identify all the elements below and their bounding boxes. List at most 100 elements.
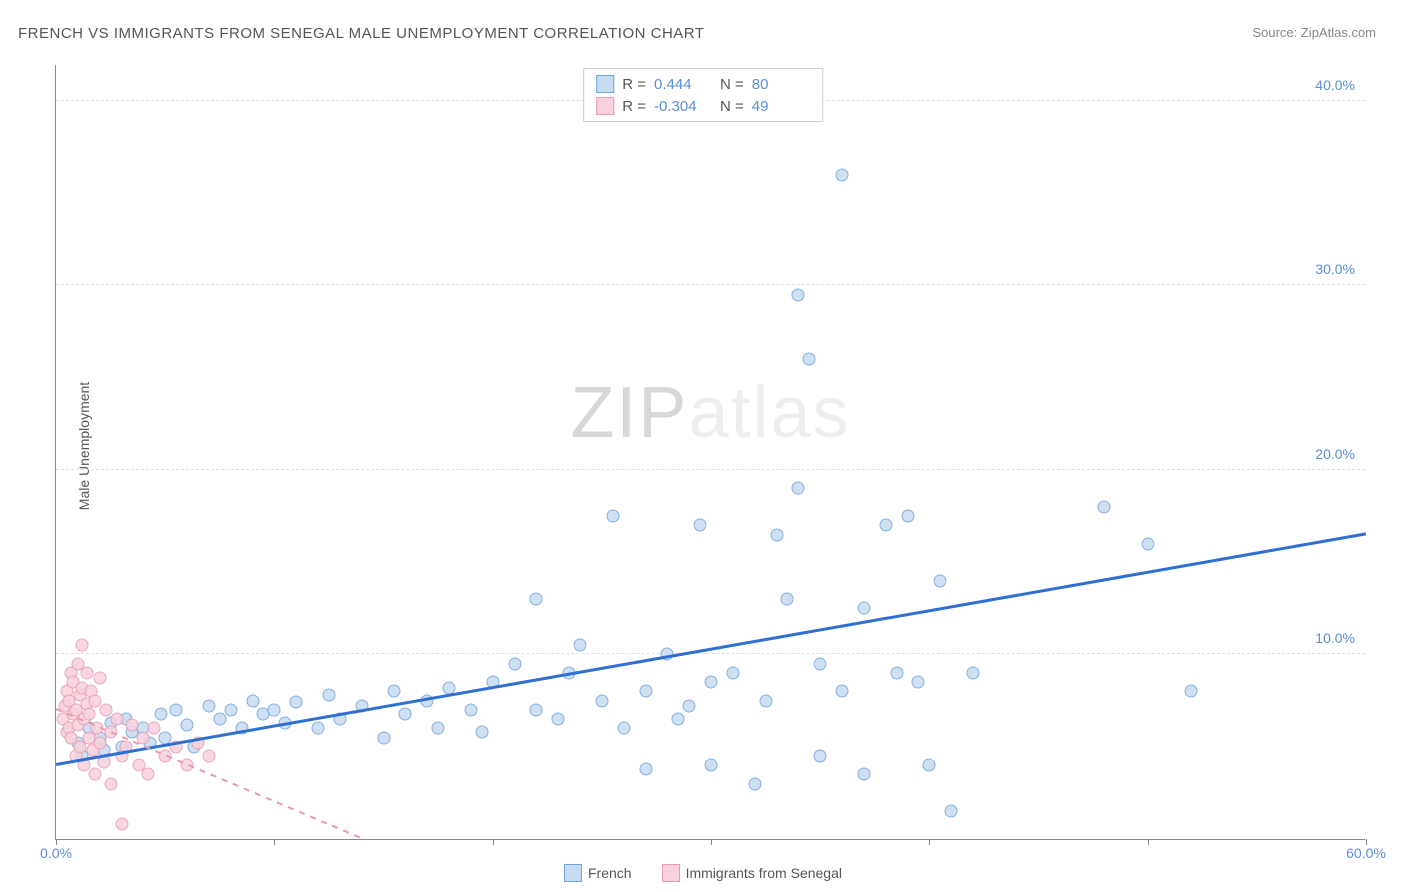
legend-swatch-french: [596, 75, 614, 93]
scatter-point: [530, 593, 543, 606]
scatter-point: [672, 713, 685, 726]
scatter-point: [76, 639, 89, 652]
scatter-point: [1185, 685, 1198, 698]
scatter-point: [202, 700, 215, 713]
scatter-point: [224, 703, 237, 716]
legend-item-senegal: Immigrants from Senegal: [662, 864, 842, 882]
x-tick: [1148, 839, 1149, 845]
legend-swatch-icon: [564, 864, 582, 882]
scatter-point: [464, 703, 477, 716]
scatter-point: [312, 722, 325, 735]
scatter-point: [1141, 537, 1154, 550]
r-value-french: 0.444: [654, 76, 712, 93]
scatter-point: [792, 288, 805, 301]
x-tick: [711, 839, 712, 845]
scatter-point: [399, 707, 412, 720]
scatter-point: [181, 718, 194, 731]
scatter-point: [879, 519, 892, 532]
gridline: [56, 469, 1365, 470]
scatter-point: [792, 482, 805, 495]
plot-area: ZIPatlas 10.0%20.0%30.0%40.0%0.0%60.0%: [55, 65, 1365, 840]
legend-row-french: R = 0.444 N = 80: [596, 73, 810, 95]
scatter-point: [770, 528, 783, 541]
scatter-point: [89, 768, 102, 781]
trend-line: [56, 532, 1366, 765]
chart-title: FRENCH VS IMMIGRANTS FROM SENEGAL MALE U…: [18, 25, 705, 42]
scatter-point: [945, 805, 958, 818]
scatter-point: [639, 685, 652, 698]
n-value-french: 80: [752, 76, 810, 93]
scatter-point: [574, 639, 587, 652]
scatter-point: [1098, 500, 1111, 513]
scatter-point: [912, 676, 925, 689]
scatter-point: [857, 768, 870, 781]
scatter-point: [213, 713, 226, 726]
scatter-point: [923, 759, 936, 772]
scatter-point: [694, 519, 707, 532]
scatter-point: [80, 666, 93, 679]
scatter-point: [322, 689, 335, 702]
scatter-point: [388, 685, 401, 698]
scatter-point: [705, 676, 718, 689]
scatter-point: [268, 703, 281, 716]
n-value-senegal: 49: [752, 98, 810, 115]
y-tick-label: 10.0%: [1315, 630, 1355, 646]
scatter-point: [115, 818, 128, 831]
x-tick: [929, 839, 930, 845]
x-tick: [274, 839, 275, 845]
x-tick-label: 60.0%: [1346, 845, 1386, 861]
scatter-point: [508, 657, 521, 670]
scatter-point: [803, 353, 816, 366]
chart-source: Source: ZipAtlas.com: [1252, 25, 1376, 40]
watermark-zip: ZIP: [570, 373, 688, 453]
scatter-point: [432, 722, 445, 735]
scatter-point: [748, 777, 761, 790]
watermark-atlas: atlas: [688, 373, 850, 453]
n-label: N =: [720, 98, 744, 115]
scatter-point: [141, 768, 154, 781]
gridline: [56, 653, 1365, 654]
legend-swatch-icon: [662, 864, 680, 882]
scatter-point: [148, 722, 161, 735]
legend-row-senegal: R = -0.304 N = 49: [596, 95, 810, 117]
scatter-point: [377, 731, 390, 744]
x-tick: [493, 839, 494, 845]
legend-correlation: R = 0.444 N = 80 R = -0.304 N = 49: [583, 68, 823, 122]
scatter-point: [759, 694, 772, 707]
r-value-senegal: -0.304: [654, 98, 712, 115]
scatter-point: [639, 762, 652, 775]
r-label: R =: [622, 98, 646, 115]
scatter-point: [814, 657, 827, 670]
scatter-point: [246, 694, 259, 707]
scatter-point: [967, 666, 980, 679]
scatter-point: [836, 168, 849, 181]
scatter-point: [93, 737, 106, 750]
scatter-point: [617, 722, 630, 735]
watermark: ZIPatlas: [570, 372, 850, 454]
scatter-point: [93, 672, 106, 685]
scatter-point: [781, 593, 794, 606]
scatter-point: [475, 725, 488, 738]
scatter-point: [154, 707, 167, 720]
scatter-point: [82, 707, 95, 720]
scatter-point: [934, 574, 947, 587]
y-tick-label: 30.0%: [1315, 261, 1355, 277]
chart-container: FRENCH VS IMMIGRANTS FROM SENEGAL MALE U…: [0, 0, 1406, 892]
y-tick-label: 20.0%: [1315, 446, 1355, 462]
scatter-point: [202, 749, 215, 762]
legend-swatch-senegal: [596, 97, 614, 115]
y-tick-label: 40.0%: [1315, 77, 1355, 93]
scatter-point: [890, 666, 903, 679]
scatter-point: [683, 700, 696, 713]
scatter-point: [726, 666, 739, 679]
scatter-point: [530, 703, 543, 716]
legend-series: French Immigrants from Senegal: [564, 864, 842, 882]
scatter-point: [111, 713, 124, 726]
legend-item-french: French: [564, 864, 632, 882]
scatter-point: [100, 703, 113, 716]
scatter-point: [552, 713, 565, 726]
r-label: R =: [622, 76, 646, 93]
scatter-point: [89, 694, 102, 707]
scatter-point: [901, 510, 914, 523]
legend-label-senegal: Immigrants from Senegal: [686, 865, 842, 881]
